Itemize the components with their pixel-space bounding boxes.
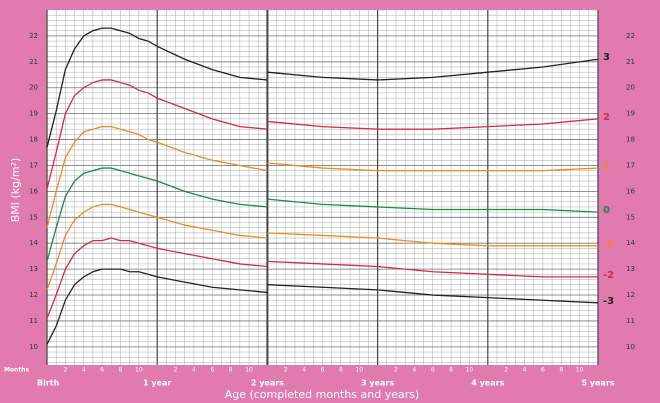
x-tick-label: 3 years	[361, 379, 394, 388]
y-tick-label-right: 21	[626, 58, 635, 66]
x-minor-tick-label: 6	[431, 367, 435, 374]
series-line	[46, 268, 599, 345]
series-label: 3	[603, 52, 610, 63]
x-minor-tick-label: 6	[541, 367, 545, 374]
x-minor-tick-label: 8	[119, 367, 123, 374]
x-minor-tick-label: 10	[466, 367, 474, 374]
y-tick-label-right: 22	[626, 32, 635, 40]
y-tick-label: 16	[29, 187, 38, 195]
y-tick-label: 19	[29, 110, 38, 118]
y-tick-label: 18	[29, 136, 38, 144]
y-tick-label-right: 14	[626, 239, 635, 247]
y-tick-label-right: 19	[626, 110, 635, 118]
y-tick-label-right: 20	[626, 84, 635, 92]
x-minor-tick-label: 10	[245, 367, 253, 374]
y-tick-label-right: 16	[626, 187, 635, 195]
series-label: -1	[603, 239, 614, 250]
x-minor-tick-label: 8	[449, 367, 453, 374]
series-line	[46, 237, 598, 319]
series-line	[46, 79, 599, 189]
x-minor-tick-label: 4	[412, 367, 416, 374]
x-minor-tick-label: 10	[135, 367, 143, 374]
series-line	[46, 167, 599, 262]
x-tick-label: 4 years	[471, 379, 504, 388]
y-tick-label: 15	[29, 213, 38, 221]
y-tick-label: 17	[29, 161, 38, 169]
x-tick-label: Birth	[37, 379, 60, 388]
y-tick-label: 12	[29, 291, 38, 299]
x-tick-label: 1 year	[143, 379, 171, 388]
months-label: Months	[4, 367, 30, 374]
x-minor-tick-label: 2	[174, 367, 178, 374]
y-tick-label: 22	[29, 32, 38, 40]
x-minor-tick-label: 6	[210, 367, 214, 374]
y-tick-label: 10	[29, 343, 38, 351]
x-tick-label: 5 years	[581, 379, 614, 388]
series-line	[46, 125, 599, 228]
x-minor-tick-label: 2	[504, 367, 508, 374]
y-tick-label-right: 18	[626, 136, 635, 144]
y-tick-label: 13	[29, 265, 38, 273]
x-minor-tick-label: 10	[355, 367, 363, 374]
y-tick-label-right: 17	[626, 161, 635, 169]
series-label: 0	[603, 205, 610, 216]
x-minor-tick-label: 8	[559, 367, 563, 374]
series-label: 1	[603, 161, 610, 172]
series-line	[46, 27, 599, 148]
x-minor-tick-label: 2	[63, 367, 67, 374]
y-tick-label: 20	[29, 84, 38, 92]
x-minor-tick-label: 4	[82, 367, 86, 374]
y-axis-title: BMI (kg/m²)	[9, 158, 22, 223]
y-tick-label-right: 12	[626, 291, 635, 299]
series-label: -2	[603, 270, 614, 281]
x-minor-tick-label: 8	[339, 367, 343, 374]
y-tick-label-right: 10	[626, 343, 635, 351]
series-label: -3	[603, 296, 614, 307]
y-tick-label-right: 11	[626, 317, 635, 325]
y-tick-label: 14	[29, 239, 38, 247]
x-minor-tick-label: 6	[100, 367, 104, 374]
x-minor-tick-label: 6	[321, 367, 325, 374]
x-minor-tick-label: 8	[229, 367, 233, 374]
x-minor-tick-label: 4	[302, 367, 306, 374]
y-tick-label-right: 15	[626, 213, 635, 221]
x-minor-tick-label: 2	[284, 367, 288, 374]
x-minor-tick-label: 4	[523, 367, 527, 374]
x-axis-title: Age (completed months and years)	[225, 388, 420, 401]
y-tick-label: 11	[29, 317, 38, 325]
x-minor-tick-label: 4	[192, 367, 196, 374]
y-tick-label: 21	[29, 58, 38, 66]
x-minor-tick-label: 10	[576, 367, 584, 374]
x-minor-tick-label: 2	[394, 367, 398, 374]
y-tick-label-right: 13	[626, 265, 635, 273]
series-line	[46, 203, 598, 291]
series-label: 2	[603, 112, 610, 123]
x-tick-label: 2 years	[251, 379, 284, 388]
